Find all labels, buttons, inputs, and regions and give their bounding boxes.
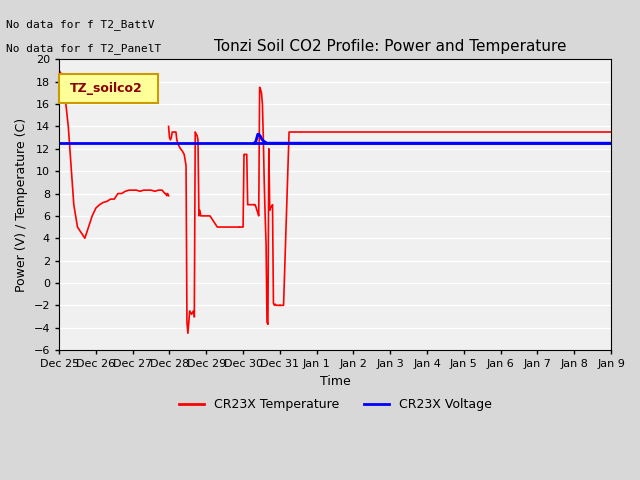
Y-axis label: Power (V) / Temperature (C): Power (V) / Temperature (C) bbox=[15, 118, 28, 292]
Title: Tonzi Soil CO2 Profile: Power and Temperature: Tonzi Soil CO2 Profile: Power and Temper… bbox=[214, 39, 566, 54]
Text: No data for f T2_PanelT: No data for f T2_PanelT bbox=[6, 43, 162, 54]
X-axis label: Time: Time bbox=[320, 374, 351, 388]
Text: TZ_soilco2: TZ_soilco2 bbox=[70, 82, 143, 95]
Legend: CR23X Temperature, CR23X Voltage: CR23X Temperature, CR23X Voltage bbox=[173, 394, 497, 417]
FancyBboxPatch shape bbox=[59, 74, 159, 103]
Text: No data for f T2_BattV: No data for f T2_BattV bbox=[6, 19, 155, 30]
